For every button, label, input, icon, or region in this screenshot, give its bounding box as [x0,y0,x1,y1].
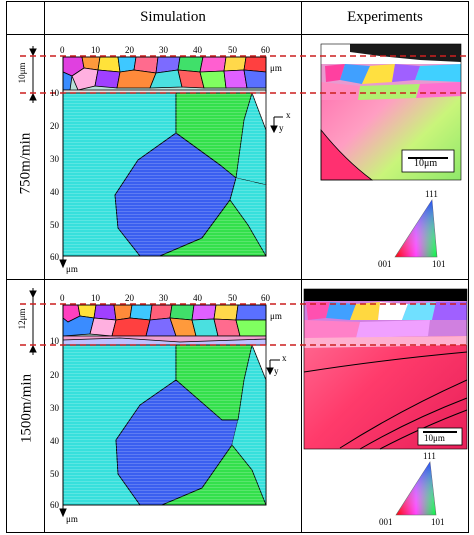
axes-1500 [59,304,280,518]
header-simulation: Simulation [140,9,206,25]
y-tick: 50 [50,220,59,230]
ipf-label-001-750: 001 [378,259,392,269]
scale-bar-label-1500: 10μm [424,433,445,443]
ipf-triangle-750 [394,199,438,258]
x-unit-750: μm [270,63,282,73]
thickness-bracket-750 [29,46,37,103]
x-tick: 0 [60,45,65,55]
simulation-panel-1500 [62,304,267,506]
axis-x-label-750: x [286,110,291,120]
y-tick: 20 [50,370,59,380]
x-tick: 50 [228,293,237,303]
axis-x-label-1500: x [282,353,287,363]
y-tick: 40 [50,436,59,446]
y-tick: 60 [50,500,59,510]
ipf-label-101-750: 101 [432,259,446,269]
ebsd-map-750 [320,43,462,181]
x-tick: 10 [91,45,100,55]
row-label-750: 750m/min [17,132,34,195]
x-tick: 30 [159,45,168,55]
scale-bar-label-750: 10μm [414,158,438,169]
x-tick: 50 [228,45,237,55]
ipf-label-001-1500: 001 [379,517,393,527]
x-tick: 10 [91,293,100,303]
y-tick: 50 [50,469,59,479]
ebsd-map-1500 [303,288,468,450]
thickness-label-750: 10μm [17,62,27,84]
surface-grains-1500 [62,304,267,346]
simulation-panel-750 [62,56,267,257]
ipf-triangle-1500 [395,461,437,516]
y-tick: 20 [50,121,59,131]
y-tick: 10 [50,336,59,346]
dashed-guides [20,55,468,346]
x-tick: 60 [261,293,270,303]
y-tick: 30 [50,403,59,413]
x-tick: 30 [159,293,168,303]
x-tick: 20 [125,293,134,303]
x-tick: 40 [193,293,202,303]
ipf-label-111-750: 111 [425,189,438,199]
table-grid [6,1,469,533]
axis-y-label-750: y [279,123,284,133]
y-tick: 30 [50,154,59,164]
y-tick: 10 [50,88,59,98]
surface-grains-750 [62,56,267,94]
ipf-label-101-1500: 101 [431,517,445,527]
ipf-label-111-1500: 111 [423,451,436,461]
y-tick: 60 [50,252,59,262]
row-label-1500: 1500m/min [18,373,35,444]
axes-750 [59,56,283,269]
y-unit-1500: μm [66,514,78,524]
axis-y-label-1500: y [274,366,279,376]
x-tick: 60 [261,45,270,55]
thickness-bracket-1500 [29,288,37,355]
x-tick: 0 [60,293,65,303]
x-tick: 40 [193,45,202,55]
header-experiments: Experiments [347,9,423,25]
y-tick: 40 [50,187,59,197]
x-unit-1500: μm [270,311,282,321]
y-unit-750: μm [66,264,78,274]
x-tick: 20 [125,45,134,55]
thickness-label-1500: 12μm [17,308,27,330]
